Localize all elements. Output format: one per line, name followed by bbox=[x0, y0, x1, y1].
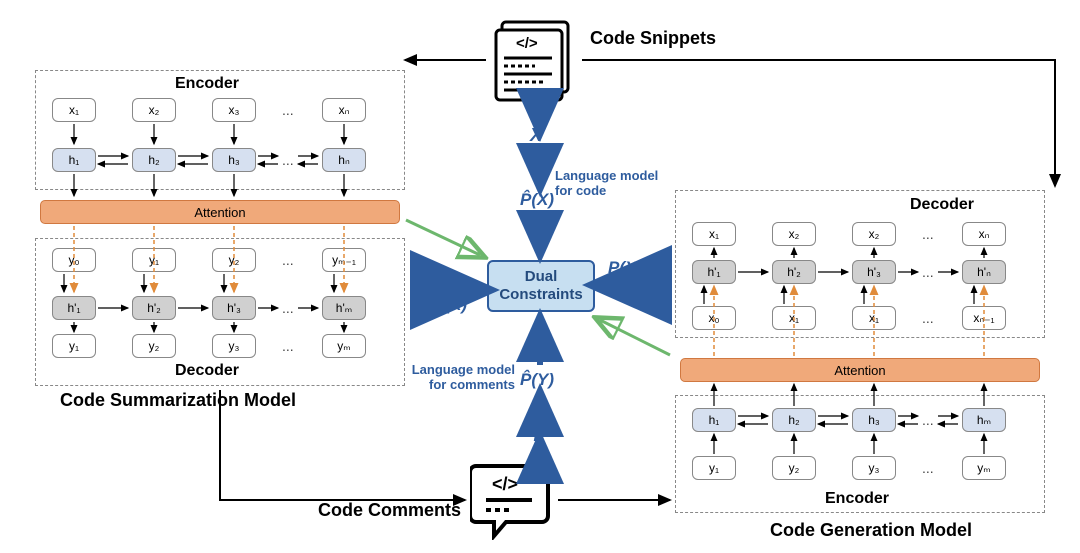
summ-xn: xₙ bbox=[322, 98, 366, 122]
y-label: Y bbox=[530, 425, 542, 446]
gen-x2t: x₂ bbox=[772, 222, 816, 246]
pyx-label: P(Y|X) bbox=[417, 295, 467, 315]
summ-ymb: yₘ bbox=[322, 334, 366, 358]
gen-y2: y₂ bbox=[772, 456, 816, 480]
pxy-label: P(X|Y) bbox=[608, 258, 658, 278]
summ-attention: Attention bbox=[40, 200, 400, 224]
gen-attention: Attention bbox=[680, 358, 1040, 382]
gen-x1t: x₁ bbox=[692, 222, 736, 246]
summ-encoder-label: Encoder bbox=[175, 75, 239, 93]
gen-hm: hₘ bbox=[962, 408, 1006, 432]
code-snippets-icon: </> bbox=[490, 18, 580, 106]
summ-hpm: h'ₘ bbox=[322, 296, 366, 320]
summ-hn: hₙ bbox=[322, 148, 366, 172]
dual-constraints-box: Dual Constraints bbox=[487, 260, 595, 312]
summ-y2t: y₂ bbox=[212, 248, 256, 272]
phaty-label: P̂(Y) bbox=[520, 370, 554, 390]
gen-x1b2: x₁ bbox=[852, 306, 896, 330]
summ-decoder-label: Decoder bbox=[175, 362, 239, 380]
summ-h3: h₃ bbox=[212, 148, 256, 172]
lm-comments-label: Language model for comments bbox=[400, 362, 515, 392]
summ-hp-dots: ... bbox=[282, 300, 294, 316]
summ-hp3: h'₃ bbox=[212, 296, 256, 320]
gen-h-dots: ... bbox=[922, 412, 934, 428]
summ-y0: y₀ bbox=[52, 248, 96, 272]
summ-x-dots: ... bbox=[282, 102, 294, 118]
gen-ym: yₘ bbox=[962, 456, 1006, 480]
summ-y2b: y₂ bbox=[132, 334, 176, 358]
gen-y-dots: ... bbox=[922, 460, 934, 476]
gen-hp1: h'₁ bbox=[692, 260, 736, 284]
gen-x2t2: x₂ bbox=[852, 222, 896, 246]
gen-hp-dots: ... bbox=[922, 264, 934, 280]
code-comments-icon: </> bbox=[470, 460, 555, 540]
gen-xb-dots: ... bbox=[922, 310, 934, 326]
code-comments-label: Code Comments bbox=[318, 500, 461, 521]
gen-hpn: h'ₙ bbox=[962, 260, 1006, 284]
gen-hp3: h'₃ bbox=[852, 260, 896, 284]
summ-x2: x₂ bbox=[132, 98, 176, 122]
gen-x0b: x₀ bbox=[692, 306, 736, 330]
gen-hp2: h'₂ bbox=[772, 260, 816, 284]
summ-x3: x₃ bbox=[212, 98, 256, 122]
summ-h2: h₂ bbox=[132, 148, 176, 172]
summ-h-dots: ... bbox=[282, 152, 294, 168]
summ-attention-text: Attention bbox=[194, 205, 245, 220]
gen-attention-text: Attention bbox=[834, 363, 885, 378]
phatx-label: P̂(X) bbox=[520, 190, 554, 210]
summ-hp1: h'₁ bbox=[52, 296, 96, 320]
gen-y1: y₁ bbox=[692, 456, 736, 480]
summ-y1t: y₁ bbox=[132, 248, 176, 272]
gen-model-label: Code Generation Model bbox=[770, 520, 972, 541]
summ-x1: x₁ bbox=[52, 98, 96, 122]
dual-constraints-text: Dual Constraints bbox=[499, 268, 582, 304]
gen-h3: h₃ bbox=[852, 408, 896, 432]
gen-encoder-label: Encoder bbox=[825, 490, 889, 508]
summ-ym1: yₘ₋₁ bbox=[322, 248, 366, 272]
summ-y1b: y₁ bbox=[52, 334, 96, 358]
gen-xn1b: xₙ₋₁ bbox=[962, 306, 1006, 330]
gen-xnt: xₙ bbox=[962, 222, 1006, 246]
summ-y3b: y₃ bbox=[212, 334, 256, 358]
code-snippets-label: Code Snippets bbox=[590, 28, 716, 49]
summ-model-label: Code Summarization Model bbox=[60, 390, 296, 411]
gen-decoder-label: Decoder bbox=[910, 196, 974, 214]
summ-yt-dots: ... bbox=[282, 252, 294, 268]
gen-h1: h₁ bbox=[692, 408, 736, 432]
summ-h1: h₁ bbox=[52, 148, 96, 172]
gen-xt-dots: ... bbox=[922, 226, 934, 242]
lm-code-label: Language model for code bbox=[555, 168, 675, 198]
summ-yb-dots: ... bbox=[282, 338, 294, 354]
svg-text:</>: </> bbox=[492, 474, 518, 494]
gen-h2: h₂ bbox=[772, 408, 816, 432]
svg-text:</>: </> bbox=[516, 35, 538, 52]
gen-y3: y₃ bbox=[852, 456, 896, 480]
x-label: X bbox=[530, 125, 542, 146]
gen-x1b: x₁ bbox=[772, 306, 816, 330]
summ-hp2: h'₂ bbox=[132, 296, 176, 320]
